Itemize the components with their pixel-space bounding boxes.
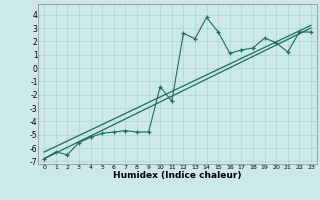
X-axis label: Humidex (Indice chaleur): Humidex (Indice chaleur) bbox=[113, 171, 242, 180]
